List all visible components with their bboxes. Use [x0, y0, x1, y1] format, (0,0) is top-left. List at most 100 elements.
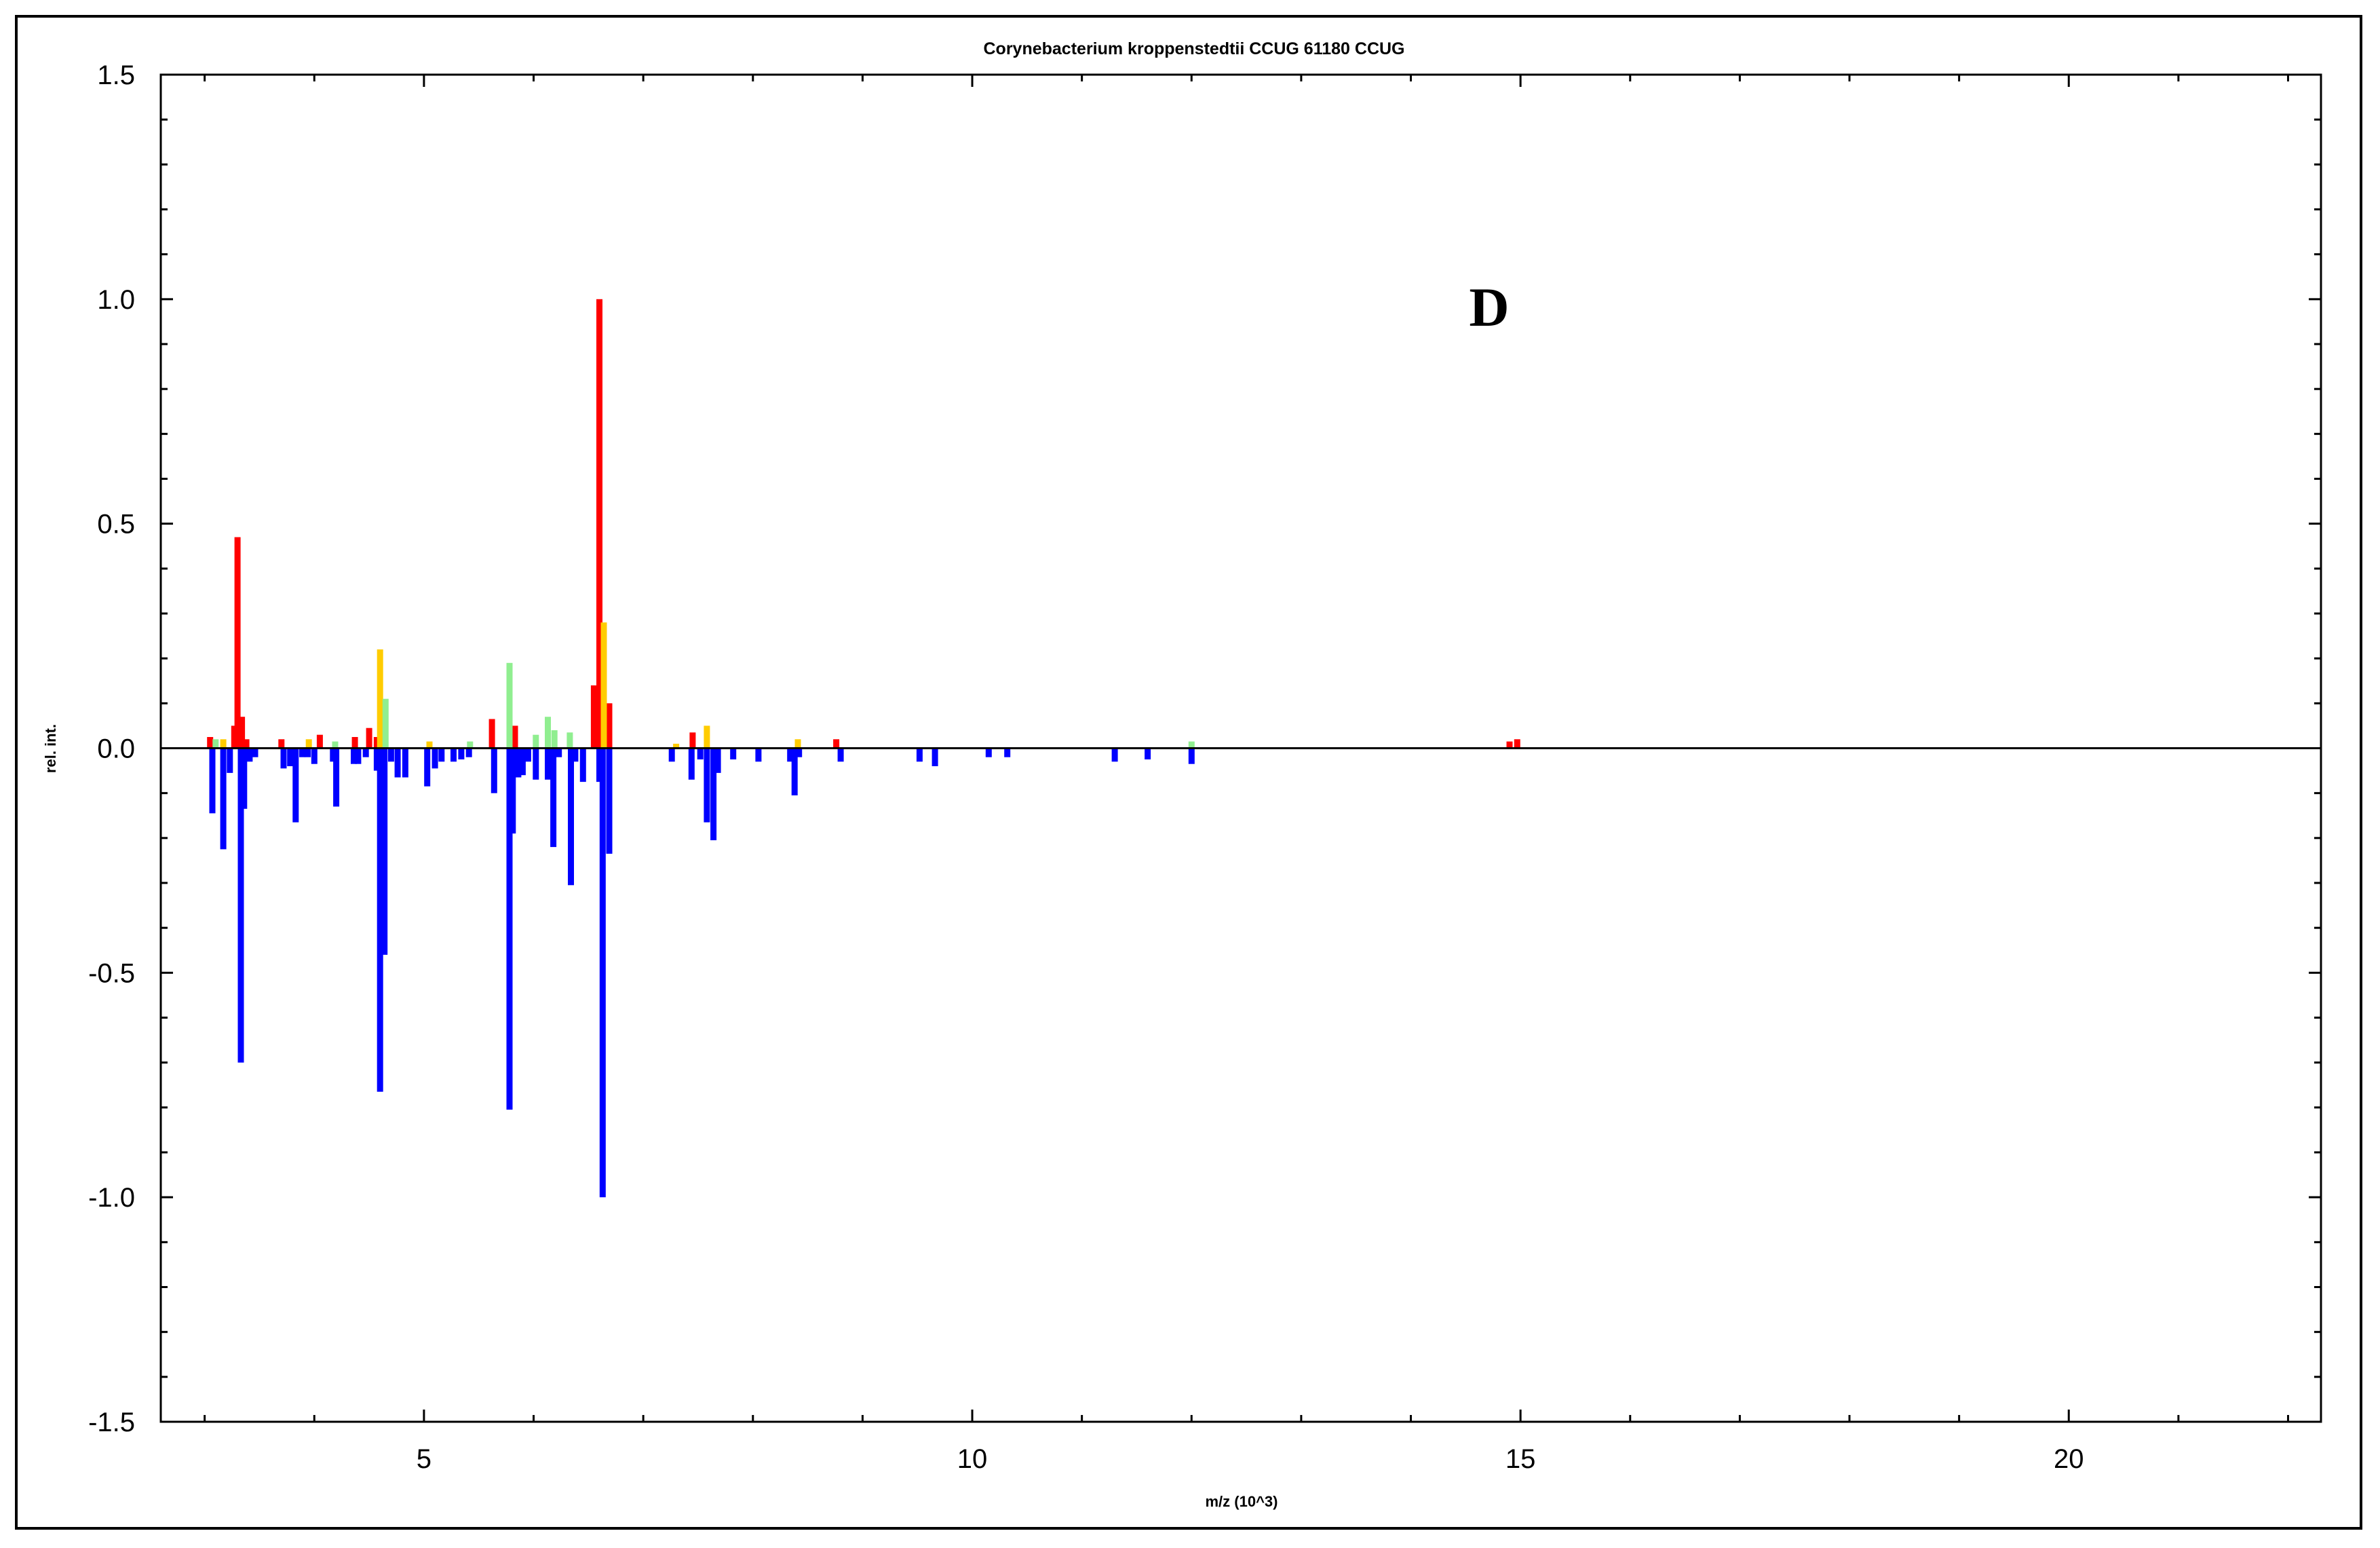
bar-blue-64	[1145, 748, 1151, 759]
bar-yellow-4	[426, 741, 433, 749]
x-axis-label: m/z (10^3)	[1206, 1493, 1278, 1510]
y-tick-label: 1.0	[97, 285, 135, 315]
bar-red-1	[207, 737, 214, 749]
bar-blue-17	[355, 748, 362, 764]
bar-blue-46	[606, 748, 613, 854]
bar-blue-65	[1188, 748, 1195, 764]
x-axis-ticks: 5 10 15 20	[204, 75, 2290, 1474]
bar-blue-28	[450, 748, 457, 762]
bar-blue-9	[287, 748, 294, 766]
bar-blue-42	[572, 748, 579, 762]
panel-annotation: D	[1469, 276, 1509, 338]
bar-yellow-5	[600, 622, 607, 749]
bar-blue-16	[351, 748, 357, 764]
bar-blue-48	[688, 748, 695, 780]
bar-red-17	[833, 739, 840, 749]
bar-blue-54	[755, 748, 762, 762]
bar-red-5	[243, 739, 250, 749]
bar-yellow-1	[220, 739, 227, 749]
bar-blue-56	[791, 748, 798, 795]
bar-blue-8	[280, 748, 287, 769]
bar-green-2	[332, 741, 339, 749]
bar-blue-7	[252, 748, 258, 757]
bar-red-11	[488, 719, 495, 749]
bar-blue-20	[377, 748, 383, 1092]
bar-blue-10	[292, 748, 299, 823]
bar-green-10	[1188, 741, 1195, 749]
bar-red-18	[1506, 741, 1513, 749]
bar-blue-60	[932, 748, 938, 766]
chart-frame	[15, 15, 2362, 1530]
y-tick-label: 0.0	[97, 734, 135, 764]
bar-green-9	[567, 732, 573, 749]
bar-blue-24	[402, 748, 408, 778]
bar-blue-23	[394, 748, 401, 778]
bar-blue-19	[373, 748, 380, 771]
bar-blue-39	[550, 748, 557, 848]
bar-red-2	[231, 725, 237, 749]
bar-blue-37	[533, 748, 539, 780]
bar-red-16	[689, 732, 696, 749]
bar-blue-3	[227, 748, 233, 773]
bar-blue-38	[545, 748, 551, 780]
x-tick-label: 5	[417, 1444, 431, 1474]
bar-blue-2	[220, 748, 227, 850]
bar-green-7	[545, 717, 551, 749]
bar-yellow-2	[305, 739, 312, 749]
bar-blue-41	[568, 748, 574, 886]
bar-blue-53	[730, 748, 737, 759]
bar-red-4	[239, 717, 246, 749]
bar-green-5	[506, 662, 513, 749]
bar-blue-15	[333, 748, 340, 807]
x-tick-label: 10	[957, 1444, 988, 1474]
bar-blue-61	[985, 748, 992, 757]
bar-blue-27	[438, 748, 445, 762]
bar-blue-34	[515, 748, 522, 778]
bar-yellow-3	[377, 649, 383, 749]
bar-red-6	[278, 739, 285, 749]
bar-yellow-6	[673, 743, 680, 749]
bar-blue-13	[311, 748, 318, 764]
bar-blue-14	[330, 748, 337, 762]
bar-blue-55	[787, 748, 794, 762]
bar-blue-45	[599, 748, 606, 1198]
y-axis-ticks: -1.5 -1.0 -0.5 0.0 0.5 1.0 1.5	[88, 60, 2321, 1437]
bar-blue-51	[710, 748, 717, 841]
bar-red-10	[373, 737, 380, 749]
bar-green-4	[467, 741, 474, 749]
bar-blue-11	[299, 748, 305, 757]
bar-blue-32	[506, 748, 513, 1110]
bar-red-7	[316, 734, 323, 749]
bar-yellow-8	[794, 739, 801, 749]
bar-blue-58	[837, 748, 844, 762]
y-tick-label: -1.0	[88, 1183, 135, 1213]
bar-blue-22	[387, 748, 394, 762]
bar-red-12	[512, 725, 518, 749]
bar-blue-4	[237, 748, 244, 1063]
bar-blue-30	[465, 748, 472, 757]
bar-yellow-7	[704, 725, 710, 749]
y-tick-label: 0.5	[97, 510, 135, 540]
bar-blue-6	[246, 748, 253, 762]
bar-red-19	[1514, 739, 1520, 749]
bar-blue-40	[556, 748, 562, 757]
bar-red-3	[234, 537, 241, 749]
bar-red-8	[351, 737, 358, 749]
bar-blue-44	[596, 748, 602, 782]
bar-blue-12	[305, 748, 311, 757]
bar-red-9	[366, 728, 372, 749]
x-tick-label: 20	[2054, 1444, 2084, 1474]
bar-green-6	[533, 734, 539, 749]
bar-blue-50	[704, 748, 710, 823]
chart-title: Corynebacterium kroppenstedtii CCUG 6118…	[984, 39, 1405, 58]
bar-blue-63	[1111, 748, 1118, 762]
bar-blue-21	[381, 748, 388, 955]
bar-blue-59	[916, 748, 923, 762]
y-tick-label: -1.5	[88, 1408, 135, 1437]
bar-red-14	[596, 299, 602, 749]
y-tick-label: 1.5	[97, 60, 135, 90]
bar-blue-5	[241, 748, 248, 809]
bar-green-1	[212, 739, 219, 749]
bar-blue-57	[796, 748, 803, 757]
bar-blue-25	[424, 748, 431, 787]
